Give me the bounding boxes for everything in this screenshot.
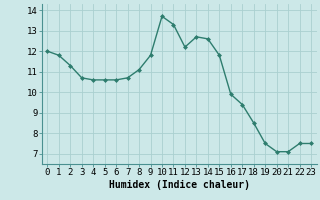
X-axis label: Humidex (Indice chaleur): Humidex (Indice chaleur) <box>109 180 250 190</box>
